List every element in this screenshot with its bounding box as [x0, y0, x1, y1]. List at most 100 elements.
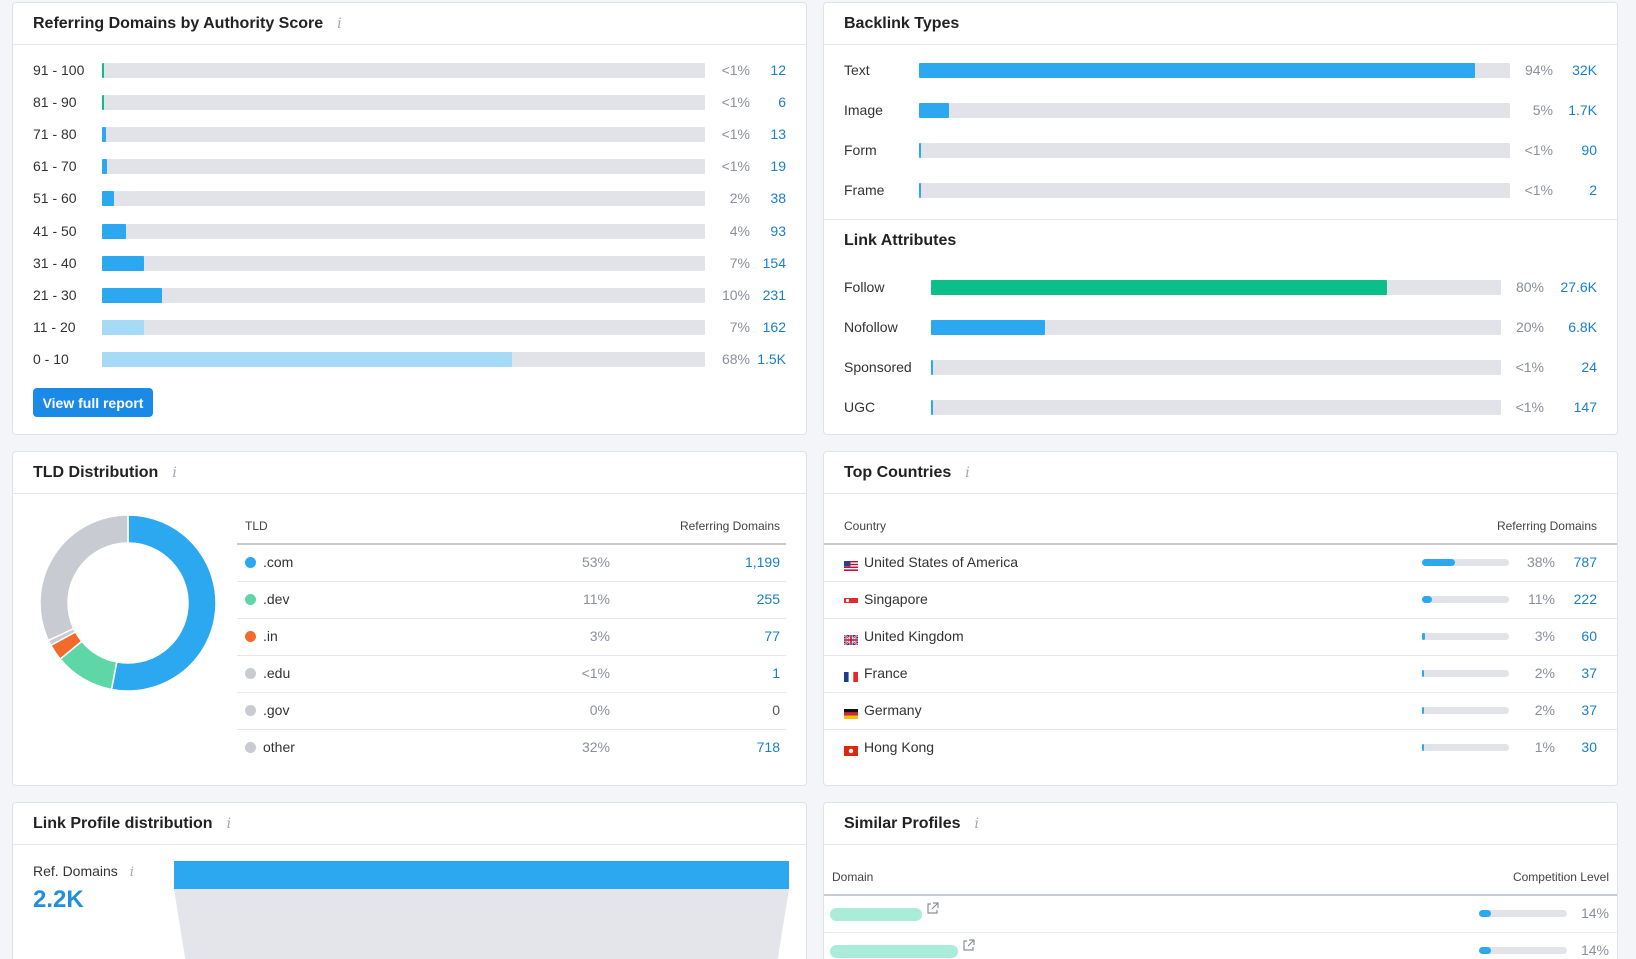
- info-icon[interactable]: i: [226, 815, 232, 832]
- view-full-report-button[interactable]: View full report: [33, 388, 153, 417]
- authority-row-bar: [102, 255, 705, 271]
- backlink-type-row-count[interactable]: 90: [1581, 142, 1597, 158]
- country-count[interactable]: 37: [1581, 665, 1597, 681]
- country-row: United Kingdom 3% 60: [824, 619, 1617, 655]
- funnel-shape: [174, 889, 789, 959]
- external-link-icon[interactable]: [926, 902, 939, 918]
- competition-level: 14%: [1580, 942, 1609, 958]
- tld-count[interactable]: 77: [764, 628, 780, 644]
- tld-count[interactable]: 1: [772, 665, 780, 681]
- uk-flag-icon: [843, 632, 859, 646]
- referring-domains-column-header[interactable]: Referring Domains: [679, 519, 780, 533]
- tld-count[interactable]: 718: [756, 739, 780, 755]
- backlink-types-header: Backlink Types: [824, 3, 1617, 45]
- authority-row-count[interactable]: 38: [770, 190, 786, 207]
- link-attribute-row-count[interactable]: 27.6K: [1560, 279, 1597, 295]
- country-bar: [1422, 707, 1509, 714]
- authority-score-card: Referring Domains by Authority Score i 9…: [12, 2, 807, 435]
- row-divider: [237, 581, 786, 582]
- authority-row-count[interactable]: 12: [770, 62, 786, 78]
- country-count[interactable]: 60: [1581, 628, 1597, 644]
- link-attribute-row-bar: [931, 280, 1501, 295]
- info-icon[interactable]: i: [129, 865, 134, 880]
- link-attribute-row-bar: [931, 400, 1501, 415]
- authority-row-count[interactable]: 13: [770, 126, 786, 143]
- similar-profiles-header: Similar Profiles i: [824, 803, 1617, 845]
- competition-level-column-header[interactable]: Competition Level: [1512, 870, 1609, 884]
- authority-row-label: 81 - 90: [33, 94, 77, 111]
- country-bar: [1422, 633, 1509, 640]
- country-name: United States of America: [864, 554, 1019, 570]
- row-divider: [824, 618, 1617, 619]
- link-attribute-row-count[interactable]: 24: [1581, 359, 1597, 375]
- authority-row-bar-fill: [102, 127, 106, 143]
- link-attribute-row-label: Follow: [844, 279, 885, 295]
- country-bar: [1422, 596, 1509, 603]
- authority-row: 51 - 60 2% 38: [13, 188, 806, 208]
- domain-placeholder[interactable]: [830, 945, 958, 958]
- country-percent: 38%: [1526, 554, 1555, 570]
- link-attribute-row-count[interactable]: 6.8K: [1568, 319, 1597, 335]
- domain-column-header: Domain: [832, 870, 874, 884]
- competition-bar: [1479, 947, 1567, 954]
- authority-row-count[interactable]: 231: [762, 286, 786, 303]
- domain-placeholder[interactable]: [830, 908, 922, 921]
- similar-profile-row: 14%: [824, 896, 1617, 932]
- tld-name: .edu: [263, 665, 291, 681]
- authority-row-count[interactable]: 162: [762, 318, 786, 335]
- info-icon[interactable]: i: [965, 464, 970, 481]
- country-count[interactable]: 787: [1573, 554, 1597, 570]
- info-icon[interactable]: i: [337, 15, 342, 32]
- authority-row-count[interactable]: 1.5K: [757, 350, 786, 367]
- fr-flag-icon: [844, 669, 858, 682]
- donut-slice-other[interactable]: [39, 514, 129, 642]
- backlink-type-row-bar-fill: [919, 103, 949, 118]
- external-link-icon[interactable]: [962, 939, 975, 955]
- info-icon[interactable]: i: [172, 464, 177, 481]
- country-name: United Kingdom: [864, 628, 964, 644]
- authority-row-bar: [102, 351, 705, 367]
- backlink-type-row-bar: [919, 143, 1510, 158]
- link-attribute-row-count[interactable]: 147: [1573, 399, 1597, 415]
- referring-domains-column-header[interactable]: Referring Domains: [1496, 519, 1597, 533]
- tld-name: .com: [263, 554, 294, 570]
- backlink-type-row-label: Text: [844, 62, 870, 78]
- authority-row-count[interactable]: 6: [778, 94, 786, 111]
- backlink-type-row-count[interactable]: 2: [1589, 182, 1597, 198]
- legend-dot-icon: [245, 742, 256, 753]
- ref-domains-label: Ref. Domains i: [33, 863, 134, 880]
- similar-profiles-card: Similar Profiles i Domain Competition Le…: [823, 802, 1618, 959]
- country-count[interactable]: 30: [1581, 739, 1597, 755]
- authority-row-bar: [102, 95, 705, 111]
- authority-row-count[interactable]: 93: [770, 222, 786, 239]
- country-count[interactable]: 37: [1581, 702, 1597, 718]
- backlink-type-row-bar-fill: [919, 183, 921, 198]
- authority-row-bar-fill: [102, 319, 145, 335]
- authority-row-bar: [102, 159, 705, 175]
- authority-row-count[interactable]: 19: [770, 158, 786, 175]
- tld-distribution-card: TLD Distribution i TLD Referring Domains…: [12, 451, 807, 786]
- sg-flag-icon: [844, 595, 858, 608]
- tld-count[interactable]: 1,199: [744, 554, 780, 570]
- backlink-type-row-percent: 5%: [1532, 102, 1553, 118]
- country-bar: [1422, 670, 1509, 677]
- country-percent: 2%: [1534, 702, 1555, 718]
- tld-percent: 11%: [583, 591, 610, 607]
- link-attribute-row-bar: [931, 320, 1501, 335]
- authority-row-count[interactable]: 154: [762, 254, 786, 271]
- backlink-type-row-count[interactable]: 32K: [1572, 62, 1597, 78]
- donut-slice-com[interactable]: [110, 514, 217, 692]
- row-divider: [237, 655, 786, 656]
- country-bar-fill: [1422, 633, 1425, 640]
- tld-row: .edu <1% 1: [237, 656, 786, 692]
- authority-row-bar: [102, 191, 705, 207]
- info-icon[interactable]: i: [974, 815, 979, 832]
- country-count[interactable]: 222: [1573, 591, 1597, 607]
- country-percent: 1%: [1534, 739, 1555, 755]
- backlink-type-row-count[interactable]: 1.7K: [1568, 102, 1597, 118]
- country-bar-fill: [1422, 670, 1424, 677]
- authority-score-title: Referring Domains by Authority Score: [33, 14, 324, 32]
- tld-count[interactable]: 255: [756, 591, 780, 607]
- tld-row: .gov 0% 0: [237, 693, 786, 729]
- authority-row-percent: 7%: [729, 318, 750, 335]
